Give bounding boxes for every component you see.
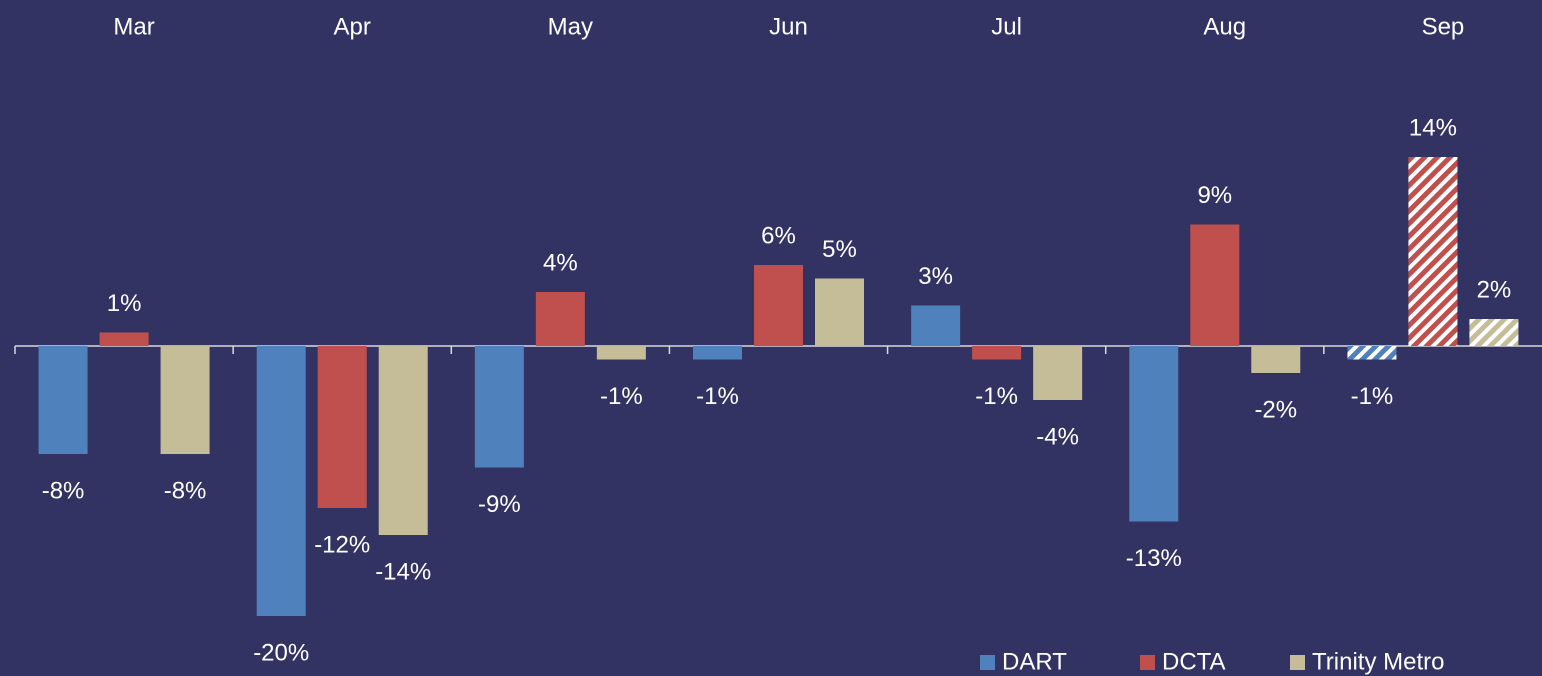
- bar: [317, 346, 367, 508]
- bar: [1251, 346, 1301, 373]
- data-label: 5%: [822, 236, 857, 263]
- bar: [911, 305, 961, 346]
- data-label: 3%: [918, 263, 953, 290]
- category-label: Jul: [991, 13, 1022, 40]
- bar: [1033, 346, 1083, 400]
- legend-swatch: [1290, 655, 1305, 670]
- bar: [754, 265, 803, 346]
- data-label: -2%: [1254, 396, 1297, 423]
- legend-label: DART: [1002, 648, 1067, 675]
- category-label: Mar: [113, 13, 154, 40]
- data-label: -4%: [1036, 423, 1079, 450]
- category-label: Sep: [1422, 13, 1465, 40]
- category-label: May: [548, 13, 593, 40]
- bar: [535, 292, 585, 346]
- bar: [474, 346, 524, 468]
- data-label: -20%: [253, 639, 309, 666]
- data-label: -12%: [314, 531, 370, 558]
- bar: [596, 346, 646, 360]
- bar: [378, 346, 428, 535]
- bar: [1129, 346, 1179, 522]
- data-label: 6%: [761, 222, 796, 249]
- data-label: -8%: [164, 477, 207, 504]
- data-label: -1%: [975, 383, 1018, 410]
- legend-swatch: [980, 655, 995, 670]
- bar: [815, 278, 864, 346]
- bar: [1190, 224, 1240, 346]
- data-label: 4%: [543, 249, 578, 276]
- bar: [1347, 346, 1397, 360]
- data-label: -9%: [478, 491, 521, 518]
- bar: [160, 346, 210, 454]
- bar: [1469, 319, 1519, 346]
- category-label: Jun: [769, 13, 808, 40]
- bar: [693, 346, 742, 360]
- data-label: -8%: [42, 477, 85, 504]
- data-label: -1%: [696, 383, 739, 410]
- bar: [99, 332, 149, 346]
- category-label: Apr: [334, 13, 371, 40]
- bar: [1408, 157, 1458, 346]
- data-label: 14%: [1409, 114, 1457, 141]
- data-label: 2%: [1477, 276, 1512, 303]
- data-label: -14%: [375, 558, 431, 585]
- bar: [972, 346, 1022, 360]
- data-label: -1%: [600, 383, 643, 410]
- data-label: -13%: [1126, 545, 1182, 572]
- legend-label: Trinity Metro: [1312, 648, 1444, 675]
- legend-label: DCTA: [1162, 648, 1226, 675]
- category-label: Aug: [1203, 13, 1246, 40]
- legend-swatch: [1140, 655, 1155, 670]
- data-label: -1%: [1351, 383, 1394, 410]
- data-label: 1%: [107, 290, 142, 317]
- data-label: 9%: [1197, 182, 1232, 209]
- bar: [256, 346, 306, 616]
- bar: [38, 346, 88, 454]
